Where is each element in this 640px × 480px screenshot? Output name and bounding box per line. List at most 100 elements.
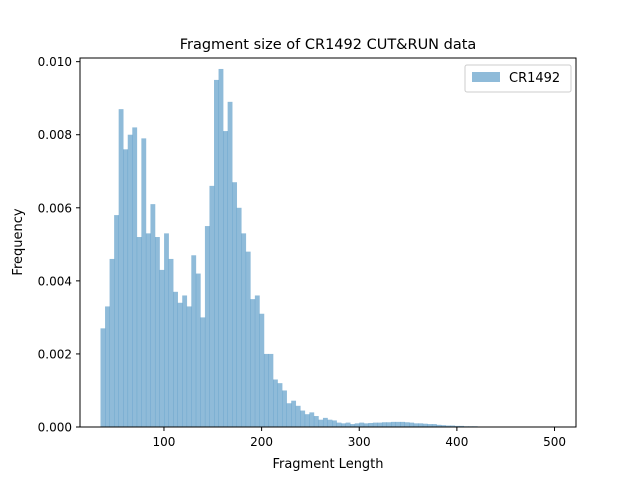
histogram-bar: [182, 295, 188, 427]
x-tick-label: 400: [445, 435, 468, 449]
histogram-bar: [336, 422, 342, 427]
histogram-bar: [363, 423, 369, 427]
legend-frame: [464, 64, 572, 93]
histogram-bar: [145, 233, 151, 427]
histogram-bar: [195, 273, 201, 427]
histogram-bar: [259, 313, 265, 427]
histogram-bar: [127, 134, 133, 427]
histogram-bar: [150, 204, 156, 427]
x-tick-label: 200: [250, 435, 273, 449]
histogram-bar: [241, 233, 247, 427]
x-tick-label: 300: [348, 435, 371, 449]
histogram-bar: [313, 416, 319, 427]
histogram-bar: [300, 410, 306, 427]
histogram-bar: [450, 425, 455, 427]
histogram-bar: [404, 422, 410, 427]
histogram-bar: [100, 328, 106, 427]
y-tick-label: 0.004: [38, 274, 72, 288]
histogram-bar: [295, 405, 301, 427]
histogram-bar: [318, 419, 324, 427]
histogram-bar: [372, 422, 378, 427]
histogram-bar: [427, 424, 433, 427]
histogram-bar: [291, 400, 297, 427]
y-tick-label: 0.000: [38, 421, 72, 435]
histogram-bar: [454, 425, 460, 427]
histogram-bar: [309, 412, 315, 427]
histogram-bar: [391, 421, 396, 427]
histogram-bar: [418, 423, 424, 427]
y-tick-label: 0.006: [38, 201, 72, 215]
histogram-bar: [341, 423, 346, 427]
histogram-bar: [200, 317, 206, 427]
y-tick-label: 0.002: [38, 347, 72, 361]
legend-label: CR1492: [509, 71, 560, 86]
histogram-bar: [159, 269, 165, 427]
histogram-bar: [304, 414, 310, 427]
legend: CR1492: [464, 64, 572, 93]
histogram-bar: [209, 185, 215, 427]
histogram-bar: [359, 422, 365, 427]
histogram-bar: [214, 79, 219, 428]
histogram-bar: [254, 295, 260, 427]
histogram-bar: [250, 299, 256, 427]
histogram-bar: [227, 101, 233, 427]
histogram-bar: [173, 291, 178, 427]
histogram-bar: [218, 68, 224, 428]
histogram-bar: [141, 138, 147, 428]
histogram-bar: [123, 149, 129, 427]
histogram-bar: [332, 420, 337, 427]
histogram-bar: [223, 131, 228, 427]
histogram-bar: [322, 417, 328, 427]
histogram-bar: [386, 422, 392, 427]
histogram-bar: [136, 237, 142, 427]
histogram-bar: [277, 383, 283, 427]
histogram-bar: [459, 425, 465, 427]
histogram-bar: [105, 306, 110, 427]
chart-title: Fragment size of CR1492 CUT&RUN data: [180, 37, 477, 53]
x-tick-label: 500: [543, 435, 566, 449]
y-tick-label: 0.010: [38, 55, 72, 69]
histogram-bar: [436, 424, 442, 427]
histogram-bar: [186, 306, 192, 427]
histogram-bars: [100, 68, 510, 428]
histogram-bar: [345, 422, 351, 427]
histogram-bar: [273, 379, 278, 427]
histogram-bar: [132, 127, 138, 428]
histogram-bar: [400, 421, 405, 427]
histogram-bar: [350, 424, 356, 427]
histogram-bar: [431, 424, 437, 427]
x-axis-ticks: 100 200 300 400 500: [153, 427, 566, 449]
histogram-bar: [168, 258, 174, 427]
histogram-bar: [236, 207, 242, 427]
histogram-bar: [118, 109, 124, 428]
y-axis-label: Frequency: [11, 208, 26, 275]
histogram-bar: [441, 425, 446, 427]
histogram-bar: [154, 237, 160, 427]
histogram-bar: [191, 255, 197, 427]
histogram-bar: [409, 422, 415, 427]
histogram-bar: [109, 258, 115, 427]
histogram-bar: [377, 422, 383, 427]
histogram-bar: [286, 403, 292, 427]
plot-frame: [79, 57, 577, 428]
histogram-bar: [381, 422, 387, 427]
histogram-bar: [327, 419, 333, 427]
histogram-bar: [245, 251, 251, 427]
histogram-bar: [114, 215, 119, 427]
x-tick-label: 100: [153, 435, 176, 449]
histogram-bar: [395, 421, 401, 427]
histogram-bar: [282, 390, 287, 427]
histogram-bar: [204, 226, 210, 427]
legend-swatch: [472, 72, 500, 82]
y-tick-label: 0.008: [38, 128, 72, 142]
histogram-bar: [164, 233, 169, 427]
histogram-bar: [368, 422, 374, 427]
histogram-bar: [177, 302, 183, 427]
histogram-bar: [413, 423, 419, 427]
histogram-bar: [263, 353, 269, 427]
histogram-bar: [445, 425, 451, 427]
x-axis-label: Fragment Length: [272, 457, 383, 472]
y-axis-ticks: 0.000 0.002 0.004 0.006 0.008 0.010: [38, 55, 80, 435]
histogram-bar: [422, 423, 428, 427]
